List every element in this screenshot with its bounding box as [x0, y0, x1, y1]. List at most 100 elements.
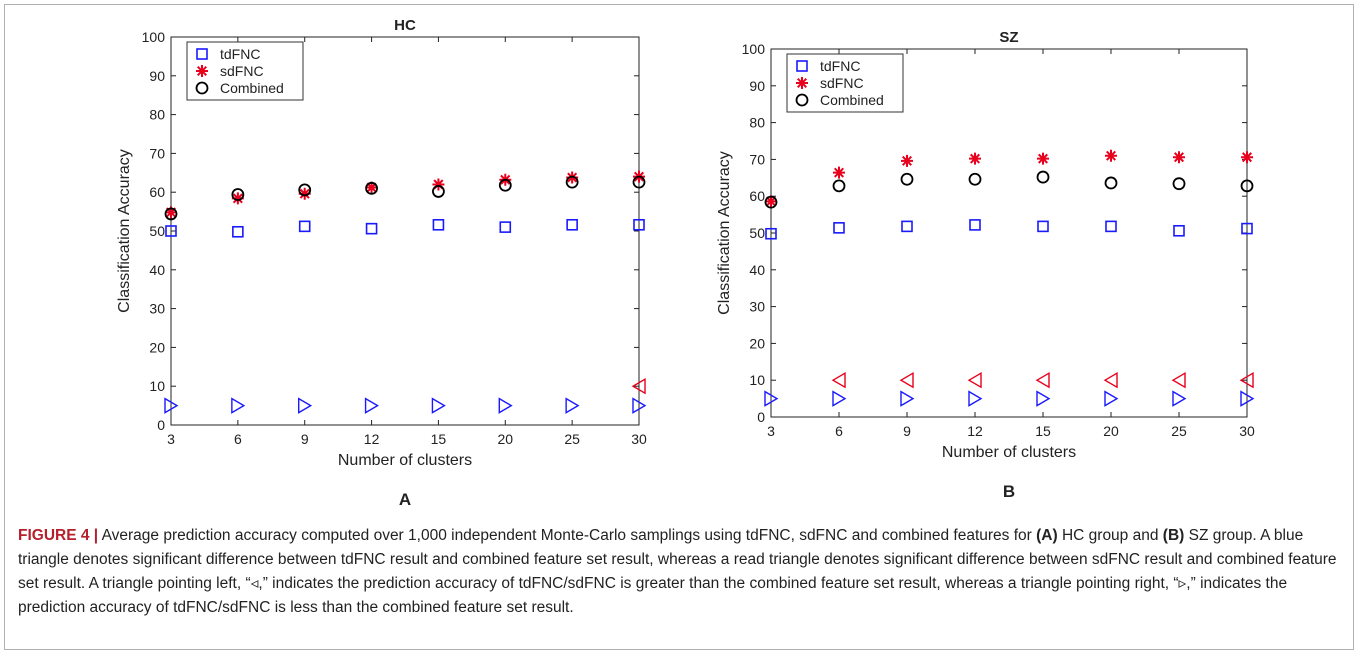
panel-a-xtick-label: 20: [497, 431, 513, 447]
panel-b-point-tdfnc: [1241, 222, 1253, 235]
caption-text-3: SZ group. A blue triangle denotes signif…: [18, 527, 1337, 616]
panel-b-ytick-label: 20: [749, 335, 765, 351]
panel-a-triangle-right-blue: [498, 397, 513, 414]
panel-b-ytick-label: 60: [749, 188, 765, 204]
panel-b-xtick-label: 30: [1239, 423, 1255, 439]
figure-label: FIGURE 4 |: [18, 527, 99, 544]
panel-a-point-combined: [298, 183, 312, 197]
panel-b-point-combined: [1240, 179, 1254, 193]
panel-b-point-combined: [968, 172, 982, 186]
panel-a-ytick-label: 100: [142, 29, 166, 45]
panel-a-legend-label: sdFNC: [220, 63, 264, 79]
panel-b-legend-marker-circle: [795, 93, 809, 107]
panel-b-point-combined: [832, 179, 846, 193]
panel-a-point-tdfnc: [499, 221, 512, 233]
panel-b-title: SZ: [999, 29, 1018, 46]
panel-a-chart: 0 10 20 30 40 50 60 70 80 90 100 3 6 9 12 15 20 25 30 HC Num…: [116, 17, 647, 509]
panel-a-title: HC: [394, 17, 416, 34]
panel-a-ytick-label: 50: [149, 223, 165, 239]
figure-caption: FIGURE 4 | Average prediction accuracy c…: [18, 524, 1346, 620]
panel-b-point-sdfnc: [901, 154, 913, 167]
panel-a-xtick-label: 25: [564, 431, 580, 447]
panel-b-ytick-label: 100: [742, 41, 766, 57]
panel-a-ytick-label: 0: [157, 417, 165, 433]
panel-b-ytick-label: 40: [749, 262, 765, 278]
figure-frame: 0 10 20 30 40 50 60 70 80 90 100 3 6 9 12 15 20 25 30 HC Num…: [4, 4, 1354, 650]
panel-a-panel-label: A: [399, 490, 411, 509]
panel-b-xtick-label: 6: [835, 423, 843, 439]
panel-b-triangle-right-blue: [832, 390, 847, 407]
panel-b-legend-marker-asterisk: [796, 77, 808, 89]
caption-panel-a-label: (A): [1036, 527, 1058, 544]
panel-a-ytick-label: 70: [149, 145, 165, 161]
panel-b-xtick-label: 9: [903, 423, 911, 439]
panel-b-point-sdfnc: [969, 152, 981, 165]
panel-a-legend-label: tdFNC: [220, 46, 260, 62]
panel-a-xtick-label: 12: [364, 431, 380, 447]
panel-b-point-tdfnc: [1037, 220, 1049, 233]
panel-a-point-sdfnc: [432, 178, 445, 191]
panel-a-xtick-label: 6: [234, 431, 242, 447]
panel-a-point-tdfnc: [298, 220, 311, 233]
panel-b-ylabel: Classification Accuracy: [716, 151, 733, 315]
panel-b-point-combined: [1172, 177, 1186, 191]
panel-b-ytick-label: 10: [749, 372, 765, 388]
panel-a-legend-marker-circle: [195, 81, 209, 95]
panel-a-point-sdfnc: [365, 181, 378, 194]
panel-a-point-sdfnc: [298, 187, 311, 200]
panel-b-triangle-left-red: [831, 371, 846, 389]
panel-a-point-tdfnc: [165, 225, 177, 237]
panel-b-panel-label: B: [1003, 482, 1015, 501]
caption-text-2: HC group and: [1057, 527, 1163, 544]
panel-b-point-tdfnc: [1173, 224, 1185, 237]
panel-b-xtick-label: 20: [1103, 423, 1119, 439]
panel-a-triangle-right-blue: [431, 397, 446, 414]
panel-a-point-tdfnc: [566, 218, 578, 231]
panel-a-ytick-label: 10: [149, 378, 165, 394]
panel-a-xtick-label: 15: [431, 431, 447, 447]
panel-a-ytick-label: 20: [149, 339, 165, 355]
panel-b-chart: 0 10 20 30 40 50 60 70 80 90 100 3 6 9 12 15 20 25 30 SZ Num…: [716, 29, 1255, 501]
panel-b-ytick-label: 30: [749, 299, 765, 315]
panel-a-xtick-label: 30: [631, 431, 647, 447]
panel-a-point-combined: [498, 178, 512, 192]
panel-b-point-sdfnc: [833, 166, 845, 179]
panel-b-legend-label: sdFNC: [820, 75, 864, 91]
panel-a-point-combined: [565, 175, 579, 189]
panel-b-triangle-left-red: [1239, 371, 1254, 389]
panel-a-point-sdfnc: [165, 206, 177, 219]
panel-a-triangle-right-blue: [632, 397, 647, 414]
panel-a-triangle-right-blue: [364, 397, 379, 414]
panel-a-legend-label: Combined: [220, 80, 284, 96]
panel-b-xlabel: Number of clusters: [942, 444, 1076, 461]
panel-a-point-tdfnc: [633, 218, 645, 231]
panel-b-point-sdfnc: [765, 195, 777, 208]
panel-b-point-tdfnc: [969, 219, 981, 231]
panel-b-xtick-label: 15: [1035, 423, 1051, 439]
panel-b-triangle-left-red: [1035, 371, 1050, 389]
panel-b-point-combined: [1036, 170, 1050, 184]
panel-b-legend-label: tdFNC: [820, 58, 860, 74]
panel-b-triangle-right-blue: [900, 390, 915, 407]
panel-b-ytick-label: 70: [749, 151, 765, 167]
panel-b-point-tdfnc: [765, 227, 777, 240]
panel-a-ytick-label: 40: [149, 262, 165, 278]
panel-b-triangle-right-blue: [1172, 390, 1187, 407]
panel-b-point-sdfnc: [1241, 151, 1253, 164]
panel-b-triangle-right-blue: [1104, 390, 1119, 407]
panel-a-point-combined: [632, 175, 646, 189]
panel-b-ytick-label: 50: [749, 225, 765, 241]
panel-b-triangle-right-blue: [968, 390, 983, 407]
panel-b-point-combined: [1104, 176, 1118, 190]
panel-b-ytick-label: 80: [749, 115, 765, 131]
panel-a-point-combined: [164, 207, 178, 221]
panel-a-ytick-label: 30: [149, 301, 165, 317]
panel-b-triangle-left-red: [899, 371, 914, 389]
panel-b-point-tdfnc: [833, 222, 845, 234]
caption-panel-b-label: (B): [1162, 527, 1185, 544]
panel-b-triangle-left-red: [1171, 371, 1186, 389]
panel-b-xtick-label: 3: [767, 423, 775, 439]
panel-a-triangle-right-blue: [164, 397, 179, 414]
